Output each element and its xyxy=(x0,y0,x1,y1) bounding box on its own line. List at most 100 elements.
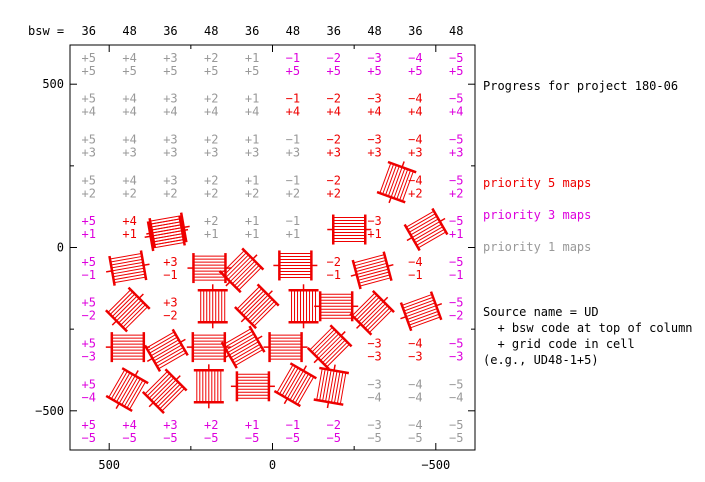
cell-column-code: +1 xyxy=(245,214,259,228)
right-label-priority-5: priority 5 maps xyxy=(483,176,591,190)
cell-row-code: −3 xyxy=(367,350,381,364)
map-footprint xyxy=(197,284,228,329)
bsw-code: 36 xyxy=(408,24,422,38)
cell-column-code: −2 xyxy=(327,255,341,269)
cell-row-code: −3 xyxy=(449,350,463,364)
cell-column-code: −4 xyxy=(408,418,422,432)
y-tick-label: 0 xyxy=(57,241,64,255)
cell-column-code: −3 xyxy=(367,132,381,146)
cell-row-code: +1 xyxy=(367,227,381,241)
cell-row-code: +3 xyxy=(204,145,218,159)
cell-row-code: −5 xyxy=(408,431,422,445)
cell-row-code: −5 xyxy=(82,431,96,445)
cell-column-code: +4 xyxy=(122,92,136,106)
map-footprint xyxy=(273,250,318,281)
cell-row-code: +3 xyxy=(327,145,341,159)
cell-row-code: +5 xyxy=(82,64,96,78)
cell-column-code: +5 xyxy=(82,132,96,146)
cell-row-code: −1 xyxy=(327,268,341,282)
cell-row-code: −5 xyxy=(449,431,463,445)
cell-column-code: +3 xyxy=(163,92,177,106)
cell-column-code: −2 xyxy=(327,92,341,106)
cell-row-code: +3 xyxy=(245,145,259,159)
cell-column-code: −3 xyxy=(367,337,381,351)
x-tick-label: −500 xyxy=(421,458,450,472)
cell-column-code: −5 xyxy=(449,418,463,432)
bsw-code: 36 xyxy=(163,24,177,38)
cell-column-code: −4 xyxy=(408,51,422,65)
cell-column-code: +4 xyxy=(122,51,136,65)
cell-column-code: −2 xyxy=(327,173,341,187)
cell-column-code: −1 xyxy=(286,173,300,187)
bsw-label: bsw = xyxy=(28,24,64,38)
cell-column-code: +3 xyxy=(163,173,177,187)
cell-column-code: −5 xyxy=(449,377,463,391)
cell-column-code: −4 xyxy=(408,255,422,269)
cell-row-code: −3 xyxy=(408,350,422,364)
map-footprint xyxy=(105,367,149,413)
cell-row-code: +2 xyxy=(163,186,177,200)
cell-column-code: +5 xyxy=(82,377,96,391)
map-footprint xyxy=(349,290,395,336)
cell-row-code: +3 xyxy=(82,145,96,159)
y-tick-label: 500 xyxy=(42,77,64,91)
cell-column-code: +5 xyxy=(82,214,96,228)
cell-row-code: −5 xyxy=(286,431,300,445)
cell-column-code: −1 xyxy=(286,132,300,146)
map-footprint xyxy=(141,368,188,415)
cell-column-code: −5 xyxy=(449,51,463,65)
cell-column-code: +4 xyxy=(122,173,136,187)
cell-row-code: +5 xyxy=(122,64,136,78)
cell-row-code: +2 xyxy=(449,186,463,200)
cell-row-code: +3 xyxy=(286,145,300,159)
cell-row-code: +4 xyxy=(204,105,218,119)
cell-column-code: −4 xyxy=(408,132,422,146)
cell-column-code: +3 xyxy=(163,132,177,146)
cell-column-code: −2 xyxy=(327,418,341,432)
bsw-code: 48 xyxy=(204,24,218,38)
y-tick-label: −500 xyxy=(35,404,64,418)
cell-row-code: +3 xyxy=(367,145,381,159)
cell-row-code: +4 xyxy=(327,105,341,119)
right-label-source-4: (e.g., UD48-1+5) xyxy=(483,353,599,367)
cell-column-code: −4 xyxy=(408,337,422,351)
map-footprint xyxy=(273,362,317,408)
cell-row-code: −5 xyxy=(163,431,177,445)
cell-row-code: +2 xyxy=(408,186,422,200)
cell-column-code: −3 xyxy=(367,418,381,432)
cell-column-code: −5 xyxy=(449,173,463,187)
cell-row-code: +3 xyxy=(122,145,136,159)
cell-column-code: +5 xyxy=(82,255,96,269)
cell-column-code: +1 xyxy=(245,173,259,187)
cell-row-code: −2 xyxy=(449,309,463,323)
cell-column-code: +2 xyxy=(204,173,218,187)
map-footprint xyxy=(218,247,265,294)
cell-row-code: +1 xyxy=(82,227,96,241)
bsw-code: 36 xyxy=(245,24,259,38)
cell-row-code: +5 xyxy=(327,64,341,78)
cell-column-code: +1 xyxy=(245,51,259,65)
map-footprint xyxy=(186,332,231,363)
map-footprint xyxy=(105,332,150,363)
bsw-code: 36 xyxy=(82,24,96,38)
cell-row-code: +1 xyxy=(122,227,136,241)
cell-column-code: +4 xyxy=(122,214,136,228)
right-label-progress: Progress for project 180-06 xyxy=(483,79,678,93)
cell-column-code: −5 xyxy=(449,296,463,310)
cell-row-code: +4 xyxy=(163,105,177,119)
cell-row-code: −5 xyxy=(122,431,136,445)
cell-column-code: +1 xyxy=(245,132,259,146)
cell-row-code: +2 xyxy=(204,186,218,200)
cell-row-code: +1 xyxy=(286,227,300,241)
cell-column-code: +3 xyxy=(163,418,177,432)
cell-row-code: +4 xyxy=(82,105,96,119)
right-label-source-3: + grid code in cell xyxy=(483,337,635,351)
cell-column-code: +2 xyxy=(204,418,218,432)
cell-column-code: +2 xyxy=(204,214,218,228)
cell-column-code: −1 xyxy=(286,214,300,228)
cell-column-code: −5 xyxy=(449,92,463,106)
cell-row-code: +3 xyxy=(449,145,463,159)
cell-row-code: −3 xyxy=(82,350,96,364)
map-footprint xyxy=(376,160,417,204)
cell-row-code: −2 xyxy=(163,309,177,323)
